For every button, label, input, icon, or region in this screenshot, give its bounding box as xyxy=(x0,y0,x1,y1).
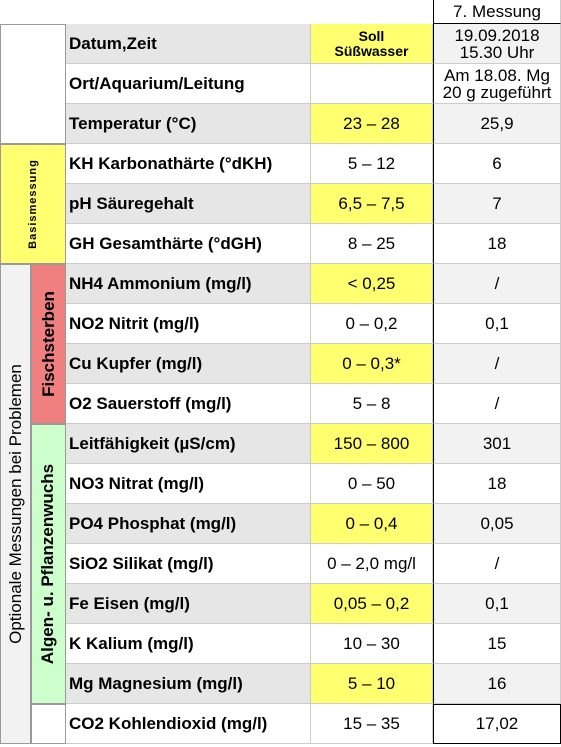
soll-value: 8 – 25 xyxy=(311,224,433,264)
row-label: Ort/Aquarium/Leitung xyxy=(66,64,311,104)
row-label: Datum,Zeit xyxy=(66,24,311,64)
soll-value: 150 – 800 xyxy=(311,424,433,464)
row-label: NO2 Nitrit (mg/l) xyxy=(66,304,311,344)
value-line: 7 xyxy=(492,193,502,213)
fish-label: Fischsterben xyxy=(38,291,58,397)
value-line: 0,1 xyxy=(485,313,509,333)
row-label: CO2 Kohlendioxid (mg/l) xyxy=(66,704,311,744)
bottom-left-box xyxy=(31,704,66,744)
soll-value: 15 – 35 xyxy=(311,704,433,744)
value-line: 6 xyxy=(492,153,502,173)
soll-value: 5 – 10 xyxy=(311,664,433,704)
soll-value: 10 – 30 xyxy=(311,624,433,664)
value-line: / xyxy=(494,353,500,373)
measured-value: Am 18.08. Mg 20 g zugeführt xyxy=(433,64,561,104)
basis-label: Basismessung xyxy=(27,159,39,249)
value-line: 0,1 xyxy=(485,593,509,613)
measured-value: 25,9 xyxy=(433,104,561,144)
soll-value: 23 – 28 xyxy=(311,104,433,144)
measured-value: / xyxy=(433,544,561,584)
value-line: 19.09.2018 xyxy=(454,25,540,45)
measured-value: 7 xyxy=(433,184,561,224)
measured-value: 17,02 xyxy=(433,704,561,744)
measured-value: 16 xyxy=(433,664,561,704)
basis-group: Basismessung xyxy=(0,144,66,264)
soll-value: 5 – 8 xyxy=(311,384,433,424)
row-label: K Kalium (mg/l) xyxy=(66,624,311,664)
value-line: 17,02 xyxy=(475,714,519,733)
soll-value: 0 – 0,3* xyxy=(311,344,433,384)
row-label: NH4 Ammonium (mg/l) xyxy=(66,264,311,304)
soll-value: 0 – 2,0 mg/l xyxy=(311,544,433,584)
value-line: 16 xyxy=(487,673,507,693)
soll-value: 6,5 – 7,5 xyxy=(311,184,433,224)
row-label: Mg Magnesium (mg/l) xyxy=(66,664,311,704)
row-label: NO3 Nitrat (mg/l) xyxy=(66,464,311,504)
measured-value: 0,1 xyxy=(433,584,561,624)
row-label: Fe Eisen (mg/l) xyxy=(66,584,311,624)
measurement-header: 7. Messung xyxy=(433,0,561,24)
soll-value: < 0,25 xyxy=(311,264,433,304)
top-left-box xyxy=(0,24,66,144)
measured-value: 6 xyxy=(433,144,561,184)
value-line: 25,9 xyxy=(480,113,514,133)
soll-header: Soll Süßwasser xyxy=(311,24,433,64)
row-label: O2 Sauerstoff (mg/l) xyxy=(66,384,311,424)
value-line: / xyxy=(494,553,500,573)
measured-value: 18 xyxy=(433,224,561,264)
soll-header-line: Soll xyxy=(358,27,385,44)
value-line: 18 xyxy=(487,233,507,253)
row-label: Temperatur (°C) xyxy=(66,104,311,144)
measured-value: / xyxy=(433,264,561,304)
value-line: / xyxy=(494,273,500,293)
value-line: 15 xyxy=(487,633,507,653)
fish-group: Fischsterben xyxy=(31,264,66,424)
soll-header-line: Süßwasser xyxy=(334,42,409,59)
optional-label: Optionale Messungen bei Problemen xyxy=(5,364,25,644)
row-label: Cu Kupfer (mg/l) xyxy=(66,344,311,384)
measured-value: 19.09.2018 15.30 Uhr xyxy=(433,24,561,64)
value-line: / xyxy=(494,393,500,413)
value-line: 15.30 Uhr xyxy=(459,42,535,62)
value-line: 301 xyxy=(482,433,512,453)
soll-value: 0,05 – 0,2 xyxy=(311,584,433,624)
row-label: GH Gesamthärte (°dGH) xyxy=(66,224,311,264)
soll-value: 0 – 0,4 xyxy=(311,504,433,544)
soll-value: 5 – 12 xyxy=(311,144,433,184)
measured-value: / xyxy=(433,344,561,384)
measured-value: 0,05 xyxy=(433,504,561,544)
row-label: KH Karbonathärte (°dKH) xyxy=(66,144,311,184)
row-label: SiO2 Silikat (mg/l) xyxy=(66,544,311,584)
measured-value: 15 xyxy=(433,624,561,664)
row-label: pH Säuregehalt xyxy=(66,184,311,224)
measured-value: 18 xyxy=(433,464,561,504)
measured-value: 0,1 xyxy=(433,304,561,344)
algae-group: Algen- u. Pflanzenwuchs xyxy=(31,424,66,704)
optional-group: Optionale Messungen bei Problemen xyxy=(0,264,31,744)
measured-value: / xyxy=(433,384,561,424)
value-line: 20 g zugeführt xyxy=(442,82,552,102)
soll-value xyxy=(311,64,433,104)
value-line: Am 18.08. Mg xyxy=(444,65,550,85)
row-label: PO4 Phosphat (mg/l) xyxy=(66,504,311,544)
soll-value: 0 – 50 xyxy=(311,464,433,504)
value-line: 0,05 xyxy=(480,513,514,533)
algae-label: Algen- u. Pflanzenwuchs xyxy=(38,463,58,665)
row-label: Leitfähigkeit (µS/cm) xyxy=(66,424,311,464)
measured-value: 301 xyxy=(433,424,561,464)
soll-value: 0 – 0,2 xyxy=(311,304,433,344)
value-line: 18 xyxy=(487,473,507,493)
